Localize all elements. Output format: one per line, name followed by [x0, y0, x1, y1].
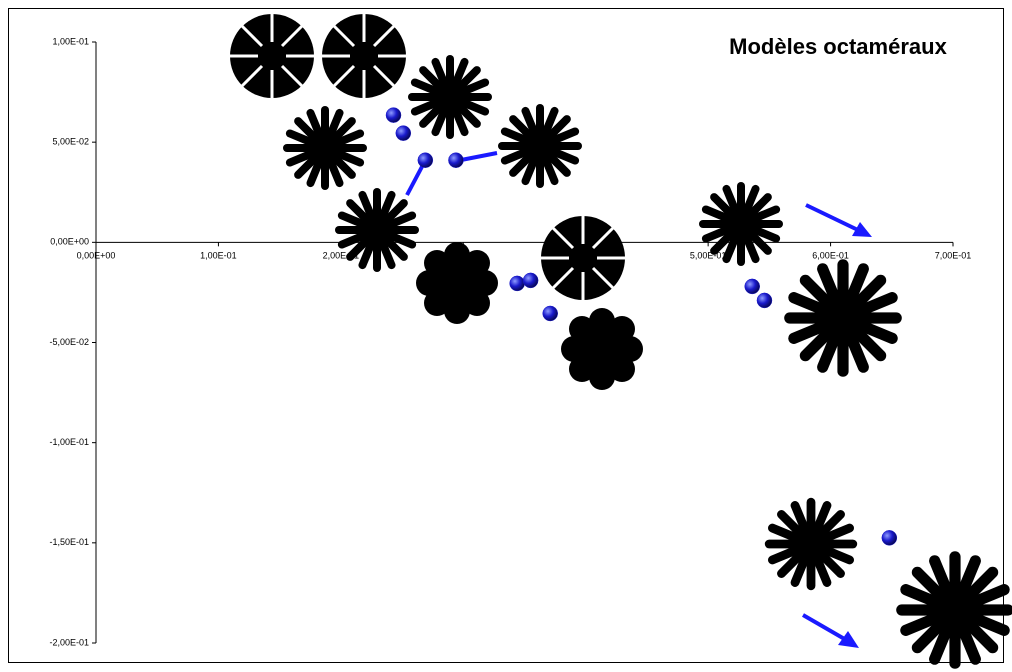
- point: [881, 530, 898, 546]
- y-tick-label: -1,50E-01: [49, 537, 89, 547]
- y-tick-label: 0,00E+00: [50, 237, 89, 247]
- y-tick-label: -5,00E-02: [49, 337, 89, 347]
- x-tick-label: 1,00E-01: [200, 251, 237, 261]
- point: [756, 292, 773, 309]
- point: [522, 272, 539, 289]
- arrowheads: [838, 222, 872, 648]
- point: [385, 107, 402, 123]
- point: [542, 305, 558, 322]
- x-tick-label: 7,00E-01: [935, 251, 972, 261]
- y-tick-label: -2,00E-01: [49, 637, 89, 647]
- point: [509, 275, 525, 292]
- point: [448, 152, 464, 168]
- chart-title: Modèles octaméraux: [729, 34, 947, 59]
- x-tick-label: 6,00E-01: [812, 251, 849, 261]
- axes: 1,00E-01 5,00E-02 0,00E+00 -5,00E-02 -1,00E-…: [49, 36, 971, 647]
- points: [385, 107, 898, 546]
- x-tick-label: 0,00E+00: [77, 251, 116, 261]
- y-tick-label: 1,00E-01: [52, 36, 89, 46]
- point: [744, 278, 760, 295]
- y-tick-label: 5,00E-02: [52, 137, 89, 147]
- x-tick-label: 2,00E-01: [323, 251, 360, 261]
- point: [395, 125, 412, 141]
- y-tick-label: -1,00E-01: [49, 437, 89, 447]
- point: [417, 152, 434, 168]
- x-tick-label: 5,00E-01: [690, 251, 727, 261]
